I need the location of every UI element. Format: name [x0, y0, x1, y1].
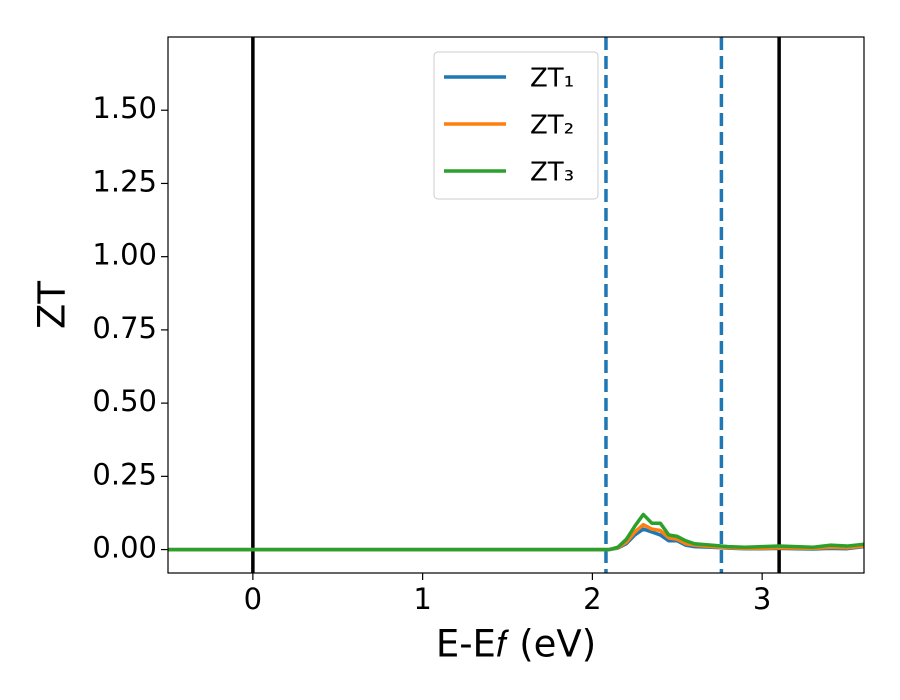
plot-frame: [167, 36, 865, 574]
legend-label: ZT₃: [530, 158, 574, 188]
legend-label: ZT₂: [530, 111, 574, 141]
x-tick-label: 0: [244, 582, 262, 616]
x-tick-label: 2: [583, 582, 601, 616]
y-tick-label: 1.00: [92, 238, 157, 272]
y-tick-label: 0.00: [92, 531, 157, 565]
y-tick-label: 1.25: [92, 164, 157, 198]
legend-box: [433, 51, 599, 200]
y-axis-label: ZT: [31, 281, 74, 329]
series-line: [168, 512, 864, 552]
x-axis-label: E-E𝑓 (eV): [436, 623, 596, 666]
y-tick-label: 0.75: [92, 311, 157, 345]
legend-label: ZT₁: [530, 64, 574, 94]
y-tick-label: 0.25: [92, 457, 157, 491]
y-tick-label: 1.50: [92, 91, 157, 125]
x-tick-label: 1: [413, 582, 431, 616]
y-tick-label: 0.50: [92, 384, 157, 418]
x-tick-label: 3: [753, 582, 771, 616]
